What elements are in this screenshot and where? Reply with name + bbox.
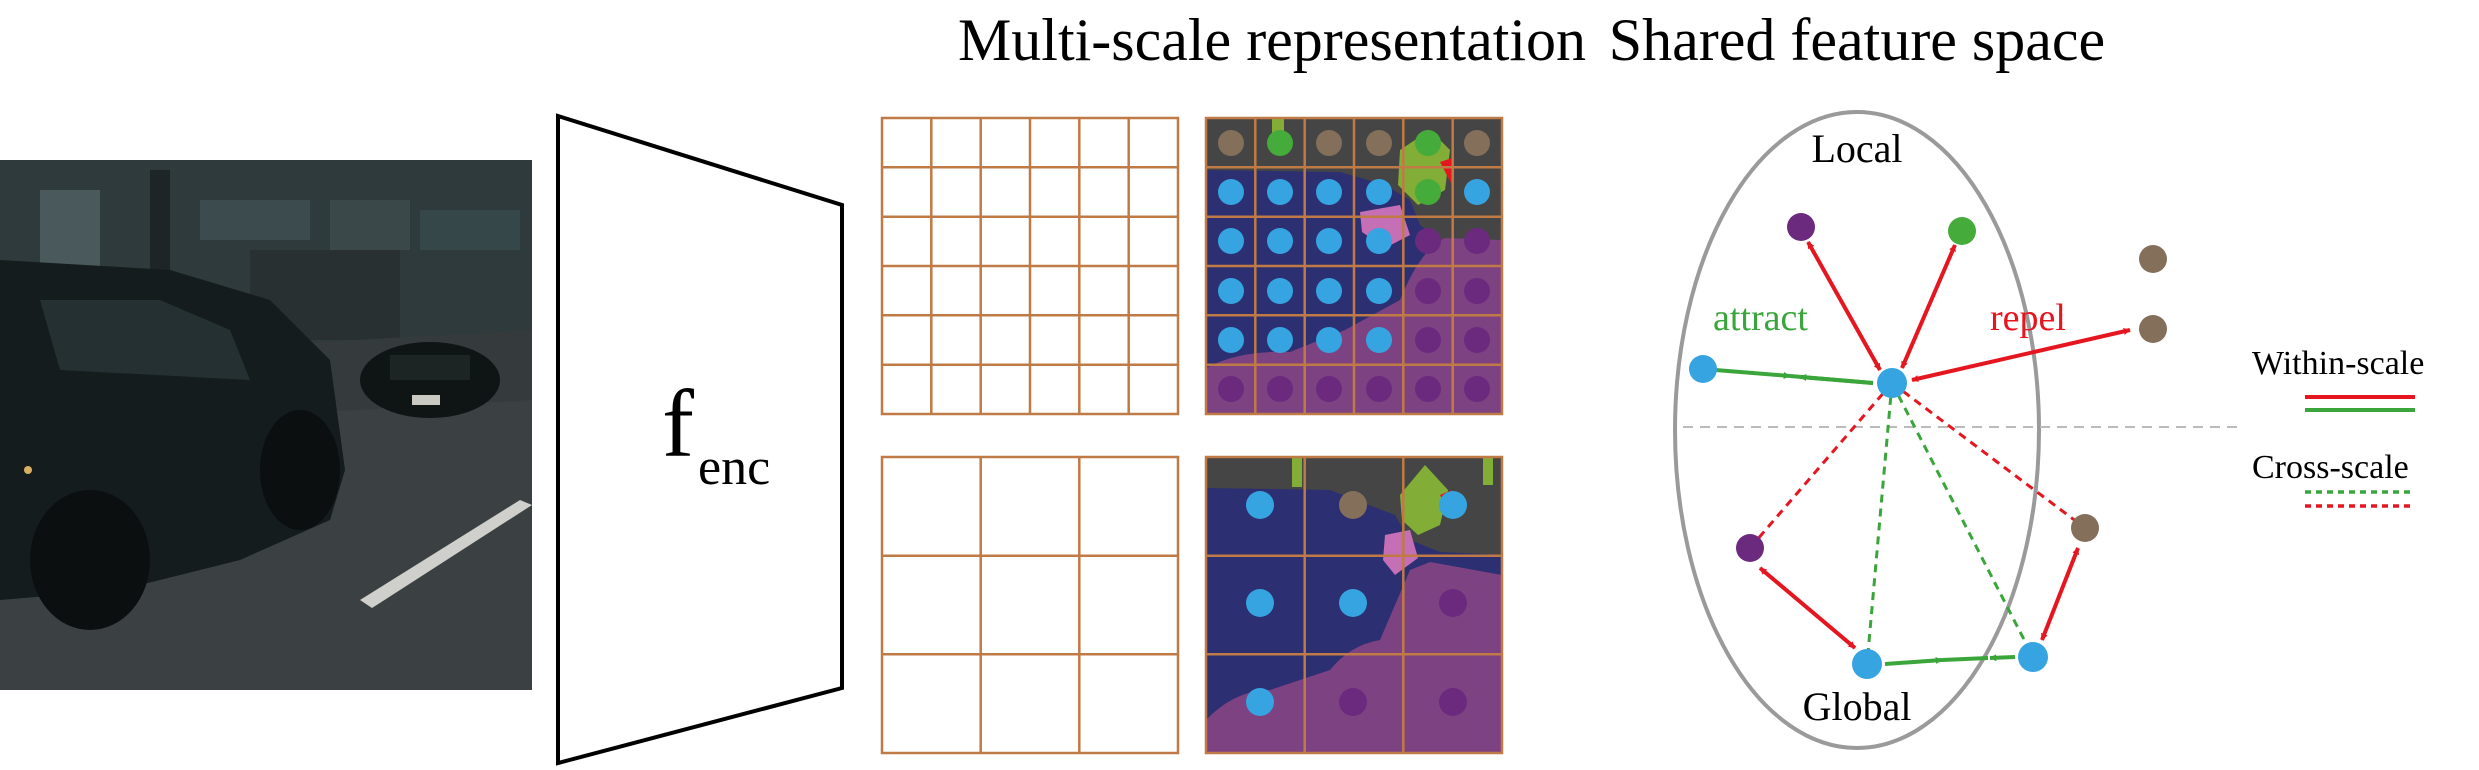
segmentation-coarse (1204, 455, 1504, 755)
fine-grid (880, 116, 1180, 416)
legend: Within-scale Cross-scale (2252, 345, 2424, 508)
coarse-grid-dots (1246, 491, 1467, 716)
shared-space-title: Shared feature space (1609, 7, 2105, 73)
global-repel-arrows (1758, 547, 2080, 650)
encoder-block: f enc (556, 113, 844, 766)
legend-cross-scale: Cross-scale (2252, 449, 2409, 486)
feature-space-ellipse (1673, 110, 2041, 750)
local-attract-arrows (1702, 367, 1874, 385)
global-attract-arrows (1884, 654, 2016, 666)
legend-within-scale: Within-scale (2252, 345, 2424, 382)
anchor-point (1877, 368, 1907, 398)
segmentation-fine (1204, 116, 1504, 416)
local-label: Local (1811, 126, 1902, 171)
cross-scale-links (1748, 381, 2086, 665)
fine-grid-dots (1218, 130, 1490, 402)
encoder-trapezoid (556, 113, 844, 766)
attract-label: attract (1713, 297, 1808, 339)
feature-points (1689, 213, 2167, 679)
coarse-grid (880, 455, 1180, 755)
multi-scale-title: Multi-scale representation (958, 7, 1586, 73)
encoder-f-label: f (662, 370, 694, 477)
repel-label: repel (1990, 297, 2066, 339)
shared-feature-space: Local Global attract repel (1673, 110, 2242, 750)
street-photo (0, 160, 532, 690)
encoder-subscript: enc (698, 439, 770, 496)
local-repel-arrows (1806, 241, 2131, 383)
global-label: Global (1803, 684, 1912, 729)
